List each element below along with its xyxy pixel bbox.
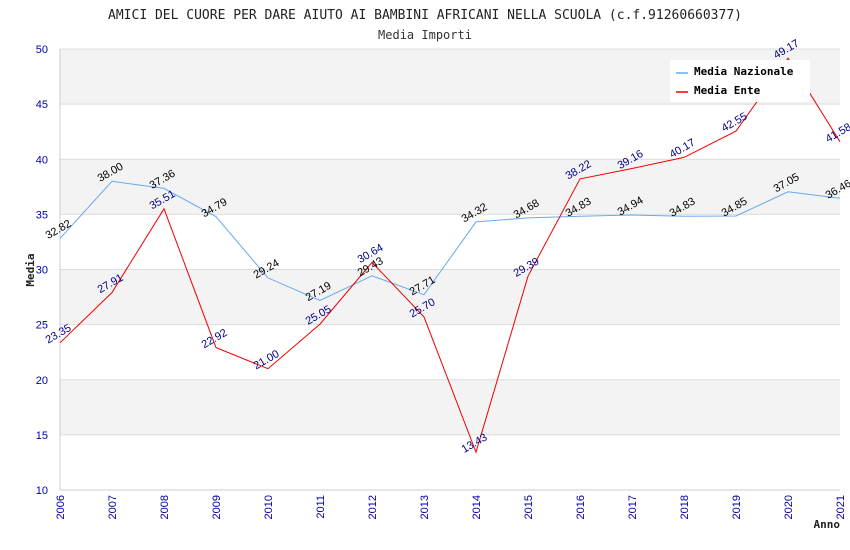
legend-box bbox=[670, 60, 810, 102]
x-tick-label: 2015 bbox=[523, 495, 535, 519]
y-tick-label: 20 bbox=[36, 375, 48, 387]
x-tick-label: 2017 bbox=[627, 495, 639, 519]
grid-band bbox=[60, 324, 840, 380]
y-axis-label: Media bbox=[24, 253, 37, 286]
grid-band bbox=[60, 379, 840, 435]
chart-title: AMICI DEL CUORE PER DARE AIUTO AI BAMBIN… bbox=[108, 8, 742, 23]
x-tick-label: 2010 bbox=[263, 495, 275, 519]
y-tick-label: 25 bbox=[36, 320, 48, 332]
x-tick-label: 2016 bbox=[575, 495, 587, 519]
x-tick-label: 2013 bbox=[419, 495, 431, 519]
y-tick-label: 50 bbox=[36, 44, 48, 56]
x-axis-label: Anno bbox=[814, 518, 841, 531]
grid-bands bbox=[60, 49, 840, 490]
x-tick-label: 2007 bbox=[107, 495, 119, 519]
x-tick-label: 2019 bbox=[731, 495, 743, 519]
series-line-media-ente bbox=[59, 57, 841, 454]
grid-band bbox=[60, 104, 840, 160]
y-tick-label: 15 bbox=[36, 430, 48, 442]
y-tick-label: 45 bbox=[36, 99, 48, 111]
grid-band bbox=[60, 159, 840, 215]
legend: Media Nazionale Media Ente bbox=[670, 60, 810, 102]
legend-label-media-ente: Media Ente bbox=[694, 84, 761, 97]
x-axis-ticks: 2006 2007 2008 2009 2010 2011 2012 2013 2014 2015… bbox=[55, 495, 847, 519]
x-tick-label: 2012 bbox=[367, 495, 379, 519]
series-line-media-nazionale bbox=[59, 180, 841, 302]
grid-lines bbox=[59, 48, 840, 491]
grid-band bbox=[60, 269, 840, 325]
grid-band bbox=[60, 214, 840, 270]
y-tick-label: 35 bbox=[36, 209, 48, 221]
x-tick-label: 2020 bbox=[783, 495, 795, 519]
chart-subtitle: Media Importi bbox=[378, 28, 472, 42]
x-tick-label: 2009 bbox=[211, 495, 223, 519]
grid-band bbox=[60, 434, 840, 490]
series-lines bbox=[59, 57, 841, 454]
x-tick-label: 2008 bbox=[159, 495, 171, 519]
y-axis-ticks: 10 15 20 25 30 35 40 45 50 bbox=[36, 44, 48, 497]
x-tick-label: 2011 bbox=[315, 495, 327, 519]
y-tick-label: 30 bbox=[36, 265, 48, 277]
x-tick-label: 2006 bbox=[55, 495, 67, 519]
legend-label-media-nazionale: Media Nazionale bbox=[694, 65, 794, 78]
x-tick-label: 2018 bbox=[679, 495, 691, 519]
y-tick-label: 10 bbox=[36, 485, 48, 497]
y-tick-label: 40 bbox=[36, 154, 48, 166]
x-tick-label: 2014 bbox=[471, 495, 483, 519]
x-tick-label: 2021 bbox=[835, 495, 847, 519]
